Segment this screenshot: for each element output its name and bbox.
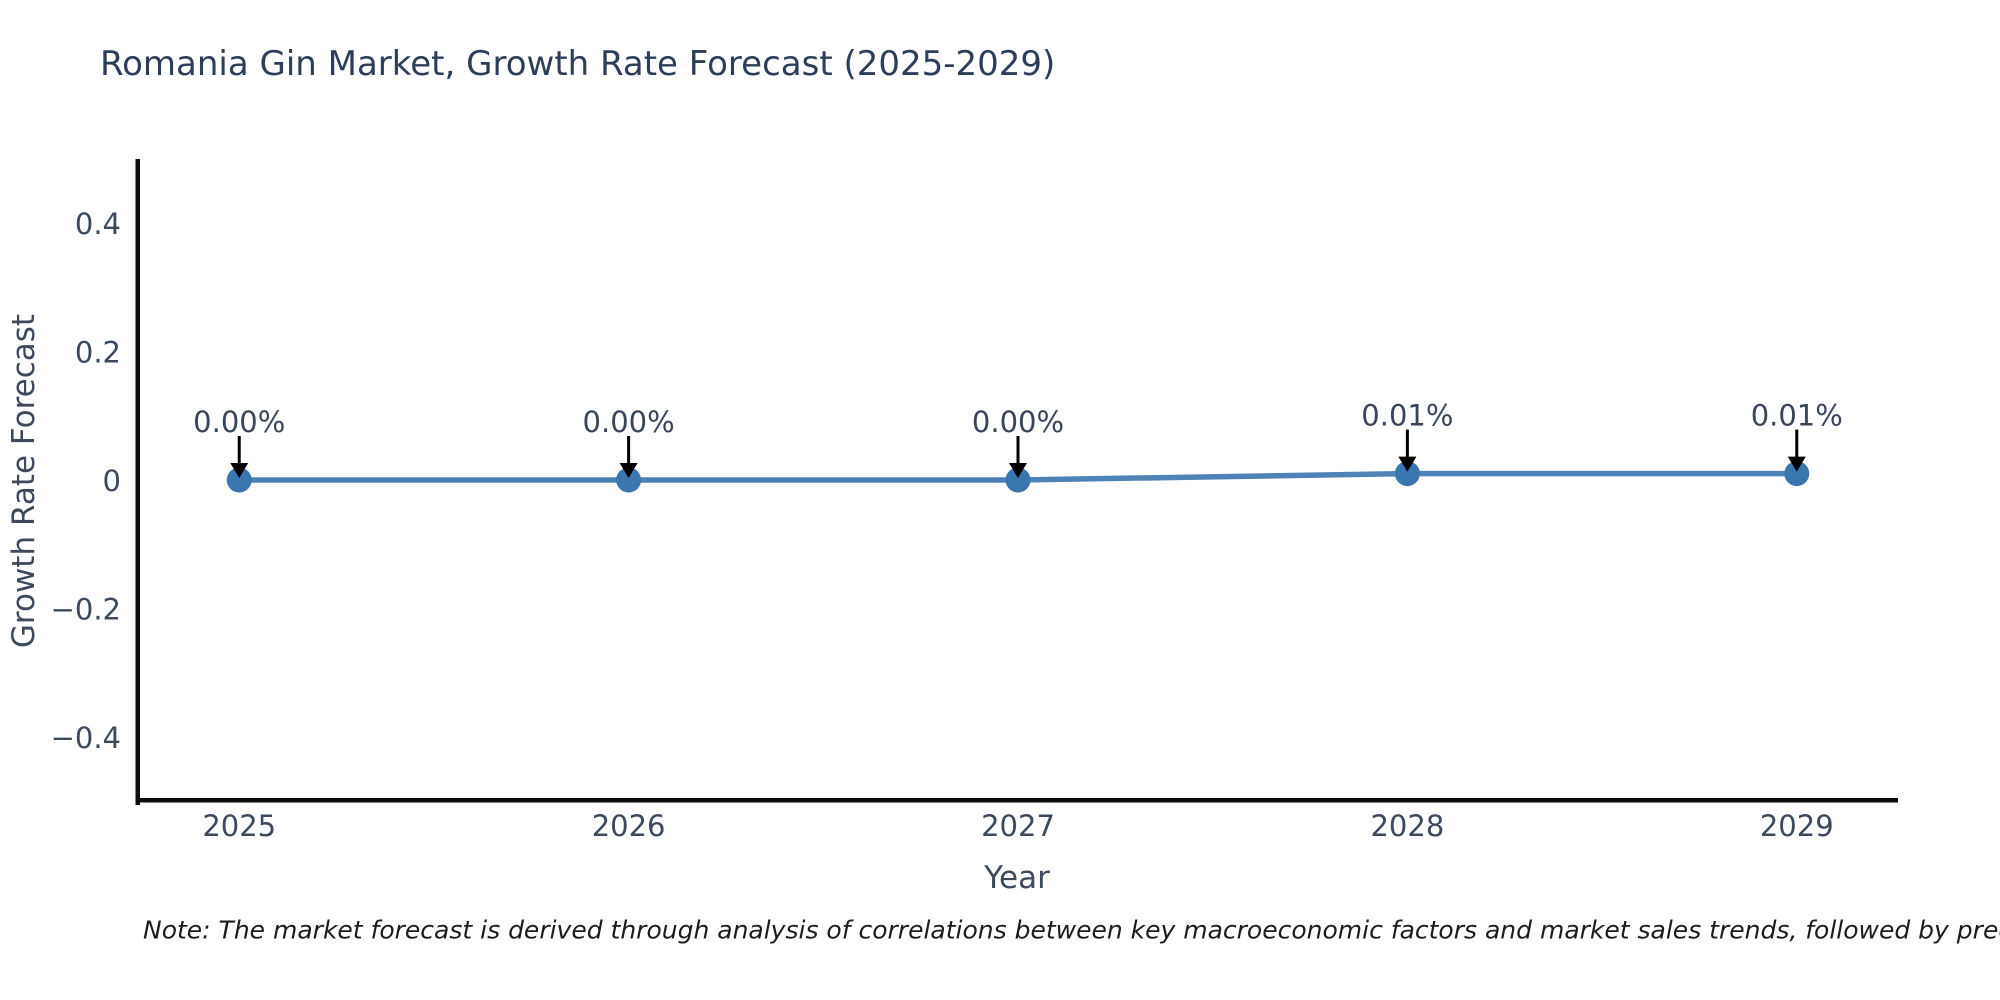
data-point-label: 0.01% bbox=[1751, 399, 1843, 433]
annotation-arrow-head bbox=[1009, 463, 1027, 478]
annotation-arrow-head bbox=[230, 463, 249, 478]
x-tick-label: 2029 bbox=[1760, 809, 1834, 843]
data-point-marker bbox=[616, 467, 642, 493]
chart-title: Romania Gin Market, Growth Rate Forecast… bbox=[100, 44, 1056, 84]
annotation-arrow-head bbox=[1787, 456, 1806, 472]
data-point-marker bbox=[1394, 461, 1420, 487]
y-tick-label: 0.2 bbox=[75, 336, 121, 370]
x-tick-label: 2027 bbox=[981, 809, 1055, 843]
y-axis-label: Growth Rate Forecast bbox=[6, 313, 42, 649]
data-point-marker bbox=[226, 467, 252, 493]
data-point-label: 0.00% bbox=[583, 405, 675, 439]
x-tick-label: 2025 bbox=[202, 809, 276, 843]
data-point-label: 0.01% bbox=[1361, 399, 1453, 433]
annotation-arrow-head bbox=[1398, 456, 1417, 472]
data-point-marker bbox=[1005, 467, 1031, 493]
x-axis-spine bbox=[135, 798, 1898, 803]
data-point-marker bbox=[1784, 461, 1810, 487]
annotation-arrow-head bbox=[619, 463, 638, 478]
x-tick-label: 2028 bbox=[1370, 809, 1444, 843]
y-tick-label: 0 bbox=[103, 464, 121, 498]
x-axis-label: Year bbox=[984, 860, 1050, 896]
data-point-label: 0.00% bbox=[193, 405, 285, 439]
y-axis-spine bbox=[135, 159, 140, 805]
data-point-label: 0.00% bbox=[972, 405, 1064, 439]
y-tick-label: 0.4 bbox=[75, 207, 121, 241]
x-tick-label: 2026 bbox=[592, 809, 666, 843]
footnote: Note: The market forecast is derived thr… bbox=[143, 915, 2000, 945]
y-tick-label: −0.4 bbox=[51, 721, 121, 755]
y-tick-label: −0.2 bbox=[51, 592, 121, 626]
